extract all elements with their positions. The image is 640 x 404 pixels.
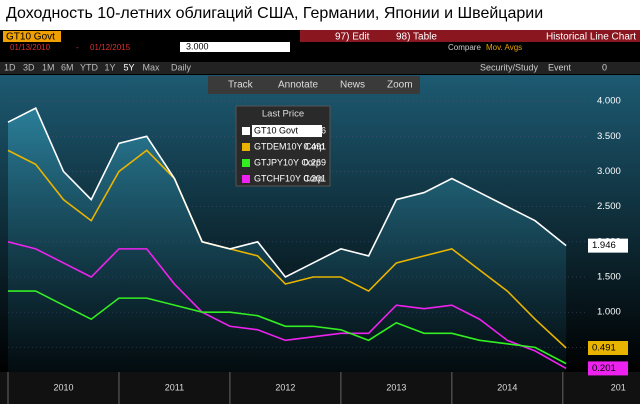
y-tick-label: 3.000 xyxy=(597,166,621,177)
tool-button[interactable]: News xyxy=(340,80,365,91)
x-tick-label: 2010 xyxy=(53,382,73,392)
period-button[interactable]: 1D xyxy=(4,62,16,72)
series-line xyxy=(8,290,567,365)
x-tick-label: 2013 xyxy=(386,382,406,392)
field-value[interactable]: 3.000 xyxy=(186,41,209,51)
security-study[interactable]: Security/Study xyxy=(480,62,539,72)
legend-swatch xyxy=(242,143,250,151)
mov-avgs[interactable]: Mov. Avgs xyxy=(486,43,522,52)
period-button[interactable]: 5Y xyxy=(124,62,135,72)
legend-value: 0.269 xyxy=(303,157,326,167)
red-bar xyxy=(300,30,640,42)
legend-name: GT10 Govt xyxy=(254,125,299,135)
date-dash: - xyxy=(76,43,79,52)
tool-button[interactable]: Annotate xyxy=(278,80,318,91)
period-button[interactable]: 1M xyxy=(42,62,55,72)
x-tick-label: 2014 xyxy=(497,382,517,392)
period-button[interactable]: Max xyxy=(143,62,161,72)
x-tick-label: 201 xyxy=(611,382,626,392)
view-name: Historical Line Chart xyxy=(546,32,636,43)
period-button[interactable]: 1Y xyxy=(105,62,116,72)
series-line xyxy=(7,241,567,370)
edit-button[interactable]: 97) Edit xyxy=(335,32,370,43)
area-fill xyxy=(8,108,567,372)
legend-name: GTJPY10Y Corp xyxy=(254,157,321,167)
legend-box xyxy=(235,105,331,187)
x-tick-label: 2011 xyxy=(165,382,184,392)
tool-button[interactable]: Zoom xyxy=(387,80,413,91)
value-tag xyxy=(588,238,628,253)
y-tick-label: 4.000 xyxy=(597,96,621,107)
legend-value: 1.946 xyxy=(303,125,326,135)
legend-title: Last Price xyxy=(262,109,304,120)
legend-value: 0.491 xyxy=(303,141,326,151)
series-line xyxy=(7,149,567,349)
frequency[interactable]: Daily xyxy=(171,62,192,72)
period-button[interactable]: 3D xyxy=(23,62,35,72)
legend-swatch xyxy=(242,127,250,135)
legend-value: 0.201 xyxy=(303,173,326,183)
value-tag xyxy=(588,361,628,376)
value-tag-label: 0.491 xyxy=(592,343,616,354)
compare[interactable]: Compare xyxy=(448,43,481,52)
legend-swatch xyxy=(242,159,250,167)
period-button[interactable]: YTD xyxy=(80,62,99,72)
x-axis-band xyxy=(0,372,640,404)
x-tick-label: 2012 xyxy=(275,382,295,392)
value-tag-label: 1.946 xyxy=(592,240,616,251)
event-count: 0 xyxy=(602,62,607,72)
legend-name: GTCHF10Y Corp xyxy=(254,173,323,183)
period-button[interactable]: 6M xyxy=(61,62,74,72)
table-button[interactable]: 98) Table xyxy=(396,32,437,43)
ticker-box[interactable] xyxy=(3,31,61,42)
ticker[interactable]: GT10 Govt xyxy=(6,32,55,43)
value-tag xyxy=(588,341,628,356)
y-tick-label: 3.500 xyxy=(597,131,621,142)
field-box[interactable] xyxy=(180,42,290,52)
event[interactable]: Event xyxy=(548,62,572,72)
legend-swatch xyxy=(242,175,250,183)
y-tick-label: 2.500 xyxy=(597,201,621,212)
y-tick-label: 1.500 xyxy=(597,272,621,283)
page-title: Доходность 10-летних облигаций США, Герм… xyxy=(6,5,543,22)
series-line xyxy=(7,107,567,279)
end-date[interactable]: 01/12/2015 xyxy=(90,43,131,52)
start-date[interactable]: 01/13/2010 xyxy=(10,43,51,52)
value-tag-label: 0.201 xyxy=(592,363,616,374)
legend-name: GTDEM10Y Corp xyxy=(254,141,324,151)
legend-name-bg xyxy=(252,125,322,137)
tool-bar xyxy=(208,76,420,94)
y-tick-label: 1.000 xyxy=(597,307,621,318)
tool-button[interactable]: Track xyxy=(228,80,254,91)
period-bar xyxy=(0,62,640,74)
